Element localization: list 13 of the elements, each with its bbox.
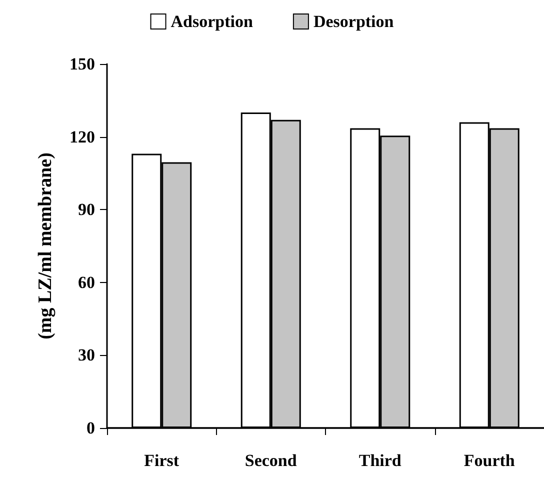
legend-label: Adsorption — [170, 12, 254, 31]
x-tick-label: Second — [244, 451, 298, 470]
y-tick-label: 0 — [86, 418, 95, 438]
y-tick-label: 120 — [70, 127, 95, 146]
y-tick-label: 30 — [78, 346, 95, 365]
y-axis-title: (mg LZ/ml membrane) — [35, 152, 56, 340]
y-tick-label: 60 — [78, 272, 95, 292]
x-tick-label: Third — [358, 451, 402, 470]
x-tick-label: First — [144, 451, 180, 470]
y-tick-label: 150 — [70, 54, 95, 74]
x-tick-label: Fourth — [464, 451, 516, 470]
y-tick-label: 90 — [78, 200, 95, 220]
legend-label: Desorption — [313, 12, 394, 31]
